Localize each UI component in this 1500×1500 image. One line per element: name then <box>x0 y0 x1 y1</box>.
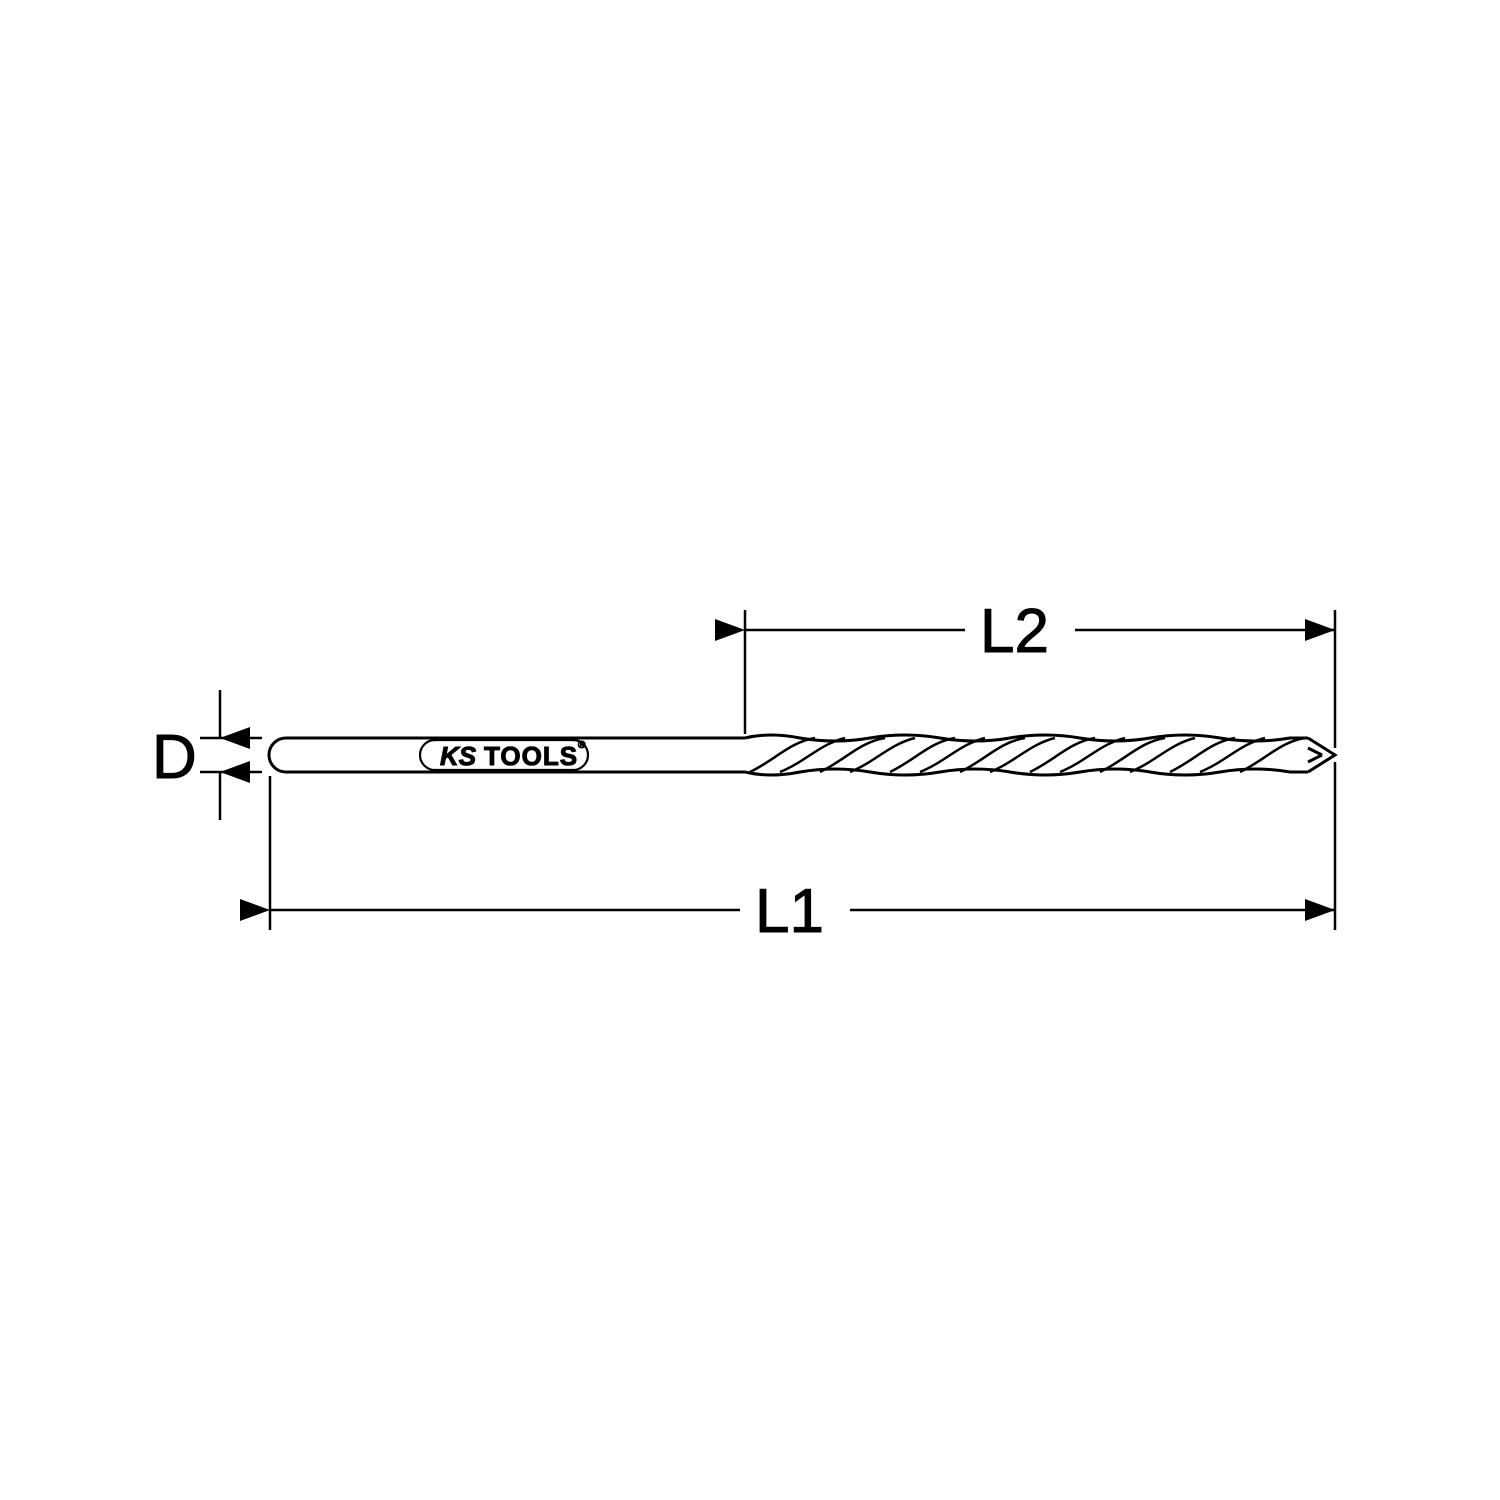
brand-reg-text: ® <box>578 740 586 751</box>
brand-badge: KS TOOLS ® <box>420 740 588 771</box>
dim-D-label: D <box>152 723 197 792</box>
dimension-L1: L1 <box>270 762 1335 946</box>
brand-tools-text: TOOLS <box>484 741 578 771</box>
technical-drawing: KS TOOLS ® <box>0 0 1500 1500</box>
dim-L2-label: L2 <box>980 597 1049 666</box>
dimension-L2: L2 <box>745 597 1335 748</box>
dimension-D: D <box>152 690 262 820</box>
drill-helix <box>750 738 1305 772</box>
brand-ks-text: KS <box>440 741 477 771</box>
drill-bit: KS TOOLS ® <box>269 735 1335 775</box>
dim-L1-label: L1 <box>755 877 824 946</box>
